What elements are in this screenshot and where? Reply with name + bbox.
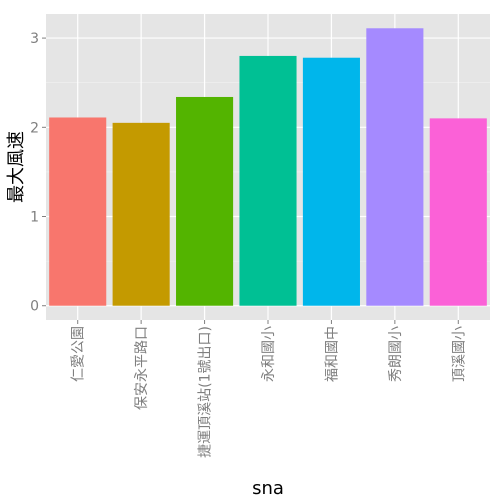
- y-tick-label: 2: [30, 120, 39, 136]
- x-tick-label: 永和國小: [261, 326, 277, 382]
- bar: [112, 122, 170, 306]
- x-axis-title: sna: [252, 478, 284, 499]
- y-tick-label: 3: [30, 31, 39, 47]
- x-tick-label: 頂溪國小: [451, 326, 467, 382]
- x-tick-label: 捷運頂溪站(1號出口): [198, 326, 214, 458]
- y-axis-title: 最大風速: [6, 131, 27, 203]
- x-tick-label: 福和國中: [324, 326, 340, 382]
- y-tick-label: 0: [30, 299, 39, 315]
- x-tick-label: 秀朗國小: [388, 326, 404, 382]
- bar: [366, 28, 424, 306]
- x-tick-label: 保安永平路口: [134, 326, 150, 410]
- bar: [49, 117, 107, 306]
- bar: [302, 57, 360, 306]
- x-tick-label: 仁愛公園: [71, 326, 87, 382]
- bar: [176, 96, 234, 306]
- y-axis: 0 1 2 3: [30, 31, 46, 315]
- bars: [49, 28, 487, 306]
- bar: [239, 55, 297, 306]
- x-axis: 仁愛公園 保安永平路口 捷運頂溪站(1號出口) 永和國小 福和國中 秀朗國小 頂溪國小: [71, 320, 467, 458]
- y-tick-label: 1: [30, 210, 39, 226]
- bar: [429, 118, 487, 306]
